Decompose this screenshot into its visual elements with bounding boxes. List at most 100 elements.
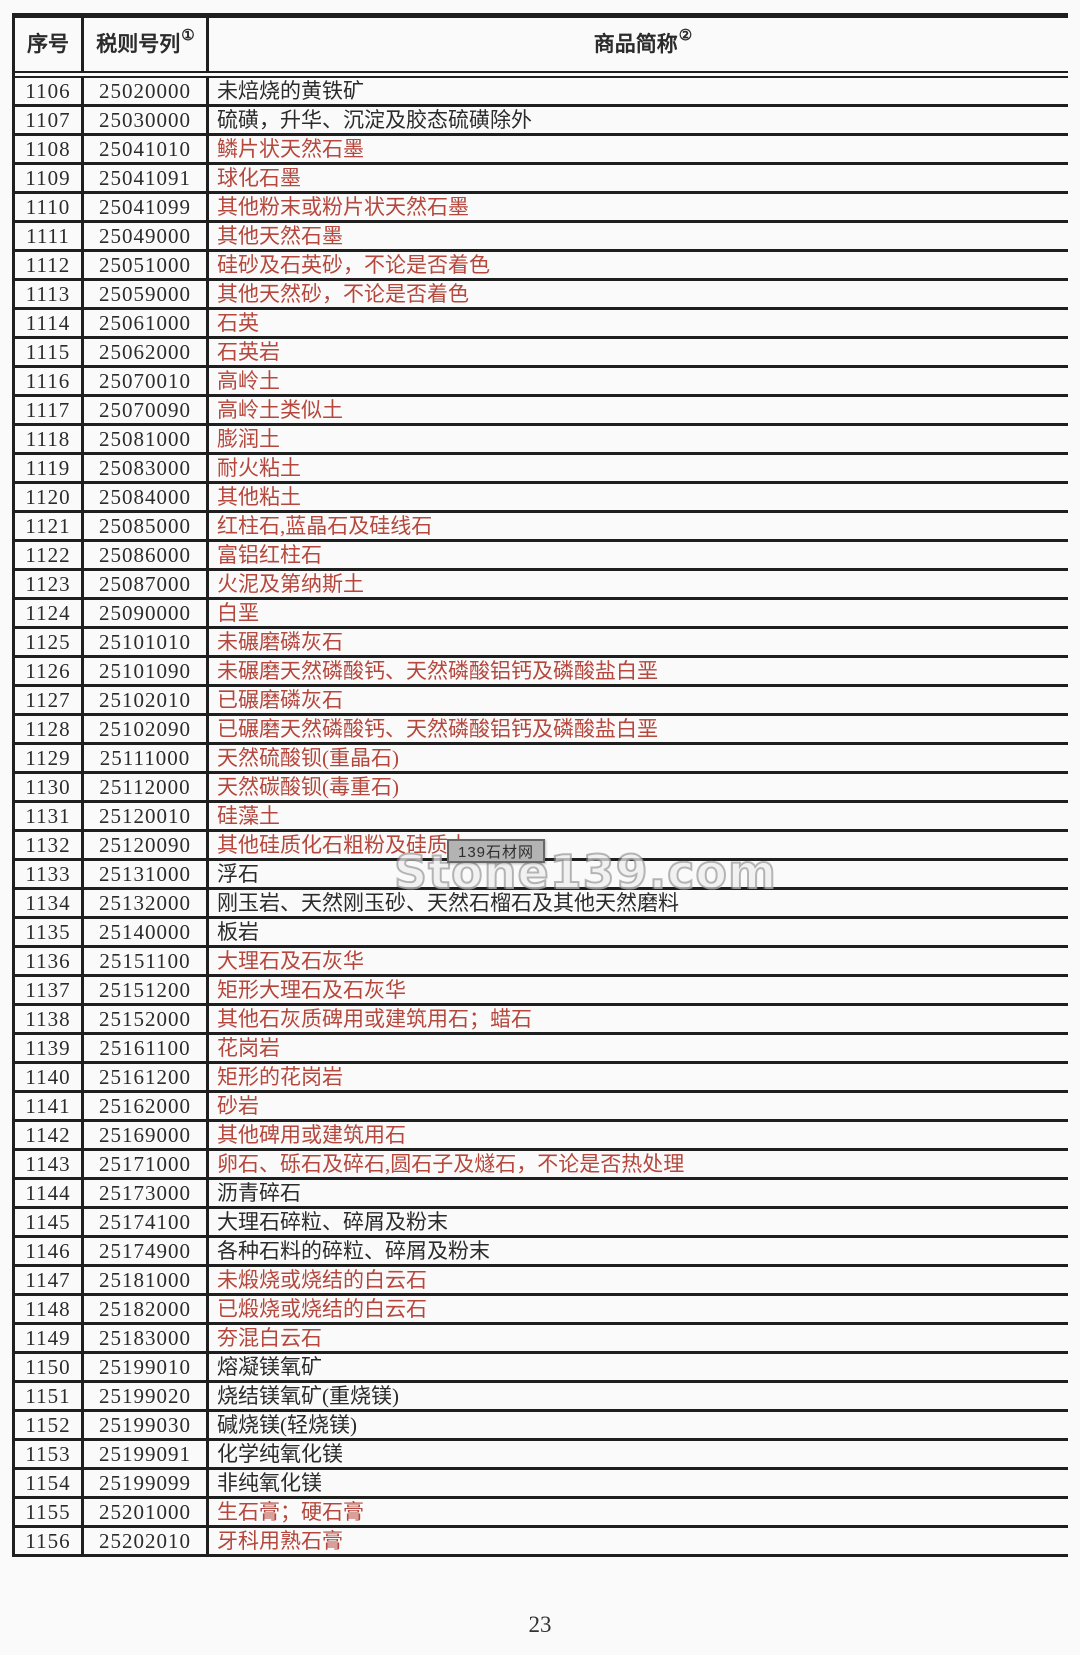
table-row: 1114 25061000 石英 (15, 310, 1068, 339)
row-serial: 1108 (15, 136, 84, 162)
row-code: 25151200 (84, 977, 209, 1003)
row-serial: 1112 (15, 252, 84, 278)
table-row: 1128 25102090 已碾磨天然磷酸钙、天然磷酸铝钙及磷酸盐白垩 (15, 716, 1068, 745)
row-serial: 1133 (15, 861, 84, 887)
row-serial: 1147 (15, 1267, 84, 1293)
row-desc: 鳞片状天然石墨 (217, 136, 364, 161)
table-row: 1149 25183000 夯混白云石 (15, 1325, 1068, 1354)
table-header-row: 序号 税则号列 ① 商品简称 ② (15, 18, 1068, 78)
row-desc: 已碾磨磷灰石 (217, 687, 343, 712)
row-code: 25173000 (84, 1180, 209, 1206)
row-serial: 1145 (15, 1209, 84, 1235)
header-serial-label: 序号 (27, 32, 69, 56)
row-code: 25202010 (84, 1528, 209, 1554)
header-product-name: 商品简称 ② (209, 18, 1068, 71)
row-desc: 碱烧镁(轻烧镁) (217, 1412, 357, 1437)
row-code: 25062000 (84, 339, 209, 365)
row-code: 25041099 (84, 194, 209, 220)
row-code: 25182000 (84, 1296, 209, 1322)
row-code: 25061000 (84, 310, 209, 336)
table-row: 1121 25085000 红柱石,蓝晶石及硅线石 (15, 513, 1068, 542)
table-row: 1143 25171000 卵石、砾石及碎石,圆石子及燧石，不论是否热处理 (15, 1151, 1068, 1180)
row-serial: 1109 (15, 165, 84, 191)
watermark-badge: 139石材网 (447, 839, 546, 863)
table-row: 1145 25174100 大理石碎粒、碎屑及粉末 (15, 1209, 1068, 1238)
row-serial: 1143 (15, 1151, 84, 1177)
row-code: 25152000 (84, 1006, 209, 1032)
row-code: 25101090 (84, 658, 209, 684)
row-desc: 天然碳酸钡(毒重石) (217, 774, 399, 799)
row-serial: 1134 (15, 890, 84, 916)
table-row: 1144 25173000 沥青碎石 (15, 1180, 1068, 1209)
table-row: 1134 25132000 刚玉岩、天然刚玉砂、天然石榴石及其他天然磨料 (15, 890, 1068, 919)
row-code: 25174100 (84, 1209, 209, 1235)
row-desc: 高岭土类似土 (217, 397, 343, 422)
row-desc: 富铝红柱石 (217, 542, 322, 567)
row-code: 25199020 (84, 1383, 209, 1409)
row-code: 25041091 (84, 165, 209, 191)
row-code: 25161100 (84, 1035, 209, 1061)
row-serial: 1119 (15, 455, 84, 481)
row-code: 25083000 (84, 455, 209, 481)
row-code: 25102010 (84, 687, 209, 713)
row-serial: 1122 (15, 542, 84, 568)
row-serial: 1154 (15, 1470, 84, 1496)
row-code: 25162000 (84, 1093, 209, 1119)
row-desc: 高岭土 (217, 368, 280, 393)
row-serial: 1144 (15, 1180, 84, 1206)
header-product-label: 商品简称 (593, 32, 678, 56)
footnote-mark-1: ① (181, 28, 195, 44)
row-code: 25181000 (84, 1267, 209, 1293)
row-serial: 1118 (15, 426, 84, 452)
page-number: 23 (528, 1612, 552, 1637)
row-serial: 1129 (15, 745, 84, 771)
table-row: 1127 25102010 已碾磨磷灰石 (15, 687, 1068, 716)
row-desc: 天然硫酸钡(重晶石) (217, 745, 399, 770)
row-code: 25199010 (84, 1354, 209, 1380)
row-code: 25120090 (84, 832, 209, 858)
row-serial: 1123 (15, 571, 84, 597)
row-desc: 石英岩 (217, 339, 280, 364)
row-desc: 沥青碎石 (217, 1180, 301, 1205)
table-row: 1112 25051000 硅砂及石英砂，不论是否着色 (15, 252, 1068, 281)
row-serial: 1115 (15, 339, 84, 365)
table-row: 1108 25041010 鳞片状天然石墨 (15, 136, 1068, 165)
row-desc: 夯混白云石 (217, 1325, 322, 1350)
row-desc: 红柱石,蓝晶石及硅线石 (217, 513, 433, 538)
row-code: 25151100 (84, 948, 209, 974)
row-serial: 1130 (15, 774, 84, 800)
row-serial: 1151 (15, 1383, 84, 1409)
row-desc: 其他粉末或粉片状天然石墨 (217, 194, 469, 219)
row-serial: 1138 (15, 1006, 84, 1032)
table-row: 1139 25161100 花岗岩 (15, 1035, 1068, 1064)
row-code: 25081000 (84, 426, 209, 452)
table-row: 1155 25201000 生石膏；硬石膏 (15, 1499, 1068, 1528)
row-serial: 1142 (15, 1122, 84, 1148)
row-desc: 花岗岩 (217, 1035, 280, 1060)
row-desc: 火泥及第纳斯土 (217, 571, 364, 596)
tariff-table: 序号 税则号列 ① 商品简称 ② 1106 25020000 未焙烧的黄铁矿 110… (12, 13, 1068, 1557)
row-code: 25020000 (84, 78, 209, 104)
row-desc: 白垩 (217, 600, 259, 625)
row-desc: 牙科用熟石膏 (217, 1528, 343, 1553)
row-serial: 1106 (15, 78, 84, 104)
row-desc: 硅砂及石英砂，不论是否着色 (217, 252, 490, 277)
row-serial: 1116 (15, 368, 84, 394)
row-code: 25030000 (84, 107, 209, 133)
table-row: 1130 25112000 天然碳酸钡(毒重石) (15, 774, 1068, 803)
table-row: 1110 25041099 其他粉末或粉片状天然石墨 (15, 194, 1068, 223)
row-code: 25051000 (84, 252, 209, 278)
row-code: 25090000 (84, 600, 209, 626)
table-row: 1111 25049000 其他天然石墨 (15, 223, 1068, 252)
table-row: 1147 25181000 未煅烧或烧结的白云石 (15, 1267, 1068, 1296)
table-row: 1138 25152000 其他石灰质碑用或建筑用石；蜡石 (15, 1006, 1068, 1035)
row-desc: 刚玉岩、天然刚玉砂、天然石榴石及其他天然磨料 (217, 890, 679, 915)
row-code: 25041010 (84, 136, 209, 162)
header-tariff-label: 税则号列 (96, 32, 181, 56)
row-serial: 1139 (15, 1035, 84, 1061)
row-desc: 其他天然砂，不论是否着色 (217, 281, 469, 306)
row-desc: 未碾磨磷灰石 (217, 629, 343, 654)
table-row: 1135 25140000 板岩 (15, 919, 1068, 948)
header-tariff-code: 税则号列 ① (84, 18, 209, 71)
